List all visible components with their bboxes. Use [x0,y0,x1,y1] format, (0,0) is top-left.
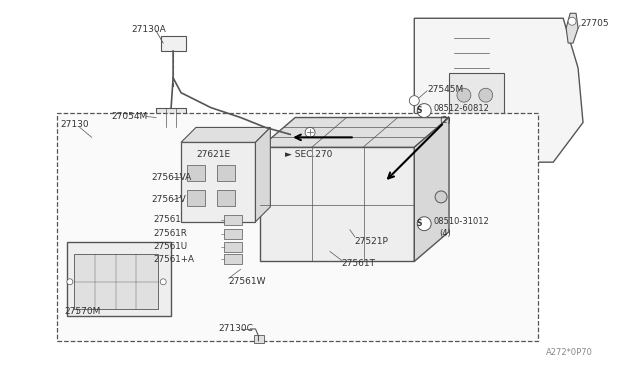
Text: 27130: 27130 [60,120,88,129]
Text: 27521P: 27521P [355,237,388,246]
FancyBboxPatch shape [224,215,241,225]
Circle shape [410,96,419,106]
FancyBboxPatch shape [187,190,205,206]
Text: 08512-60812: 08512-60812 [433,104,489,113]
Circle shape [457,88,471,102]
Text: 27570M: 27570M [64,307,100,315]
Text: 27621E: 27621E [196,150,230,159]
Text: S: S [417,219,422,228]
FancyBboxPatch shape [161,36,186,51]
Text: (2): (2) [439,116,451,125]
Text: 27561U: 27561U [153,242,188,251]
FancyBboxPatch shape [255,335,264,343]
Circle shape [305,128,315,137]
Polygon shape [414,118,449,262]
Text: 27561: 27561 [153,215,181,224]
Polygon shape [414,18,583,162]
Text: A272*0P70: A272*0P70 [546,348,593,357]
Circle shape [435,191,447,203]
Polygon shape [566,13,578,43]
FancyBboxPatch shape [224,241,241,251]
Text: 27130A: 27130A [131,25,166,34]
Polygon shape [260,118,449,147]
Text: 27705: 27705 [580,19,609,28]
Ellipse shape [284,128,296,147]
FancyBboxPatch shape [187,165,205,181]
Text: ► SEC.270: ► SEC.270 [285,150,333,159]
Text: 08510-31012: 08510-31012 [433,217,489,226]
FancyBboxPatch shape [156,108,186,128]
FancyBboxPatch shape [224,254,241,264]
Polygon shape [255,128,270,222]
Text: 27545M: 27545M [427,85,463,94]
FancyBboxPatch shape [217,190,235,206]
Text: 27130C: 27130C [219,324,253,333]
Text: 27561R: 27561R [153,229,187,238]
FancyBboxPatch shape [217,165,235,181]
FancyBboxPatch shape [290,128,325,147]
Text: 27561+A: 27561+A [153,255,195,264]
FancyBboxPatch shape [224,229,241,238]
Circle shape [417,217,431,231]
Circle shape [479,88,493,102]
Text: 27561W: 27561W [228,277,266,286]
FancyBboxPatch shape [449,73,504,118]
Circle shape [568,17,576,25]
FancyBboxPatch shape [57,113,538,341]
Text: 27054M: 27054M [111,112,148,121]
FancyBboxPatch shape [260,147,414,262]
FancyBboxPatch shape [67,241,171,316]
FancyBboxPatch shape [181,142,255,222]
Text: 27561V: 27561V [151,195,186,204]
Text: S: S [417,106,422,115]
Circle shape [160,279,166,285]
Text: (4): (4) [439,229,451,238]
FancyBboxPatch shape [74,254,158,309]
Circle shape [67,279,73,285]
Text: 27561VA: 27561VA [151,173,191,182]
Circle shape [417,104,431,118]
Polygon shape [181,128,270,142]
Text: 27561T: 27561T [342,259,376,268]
